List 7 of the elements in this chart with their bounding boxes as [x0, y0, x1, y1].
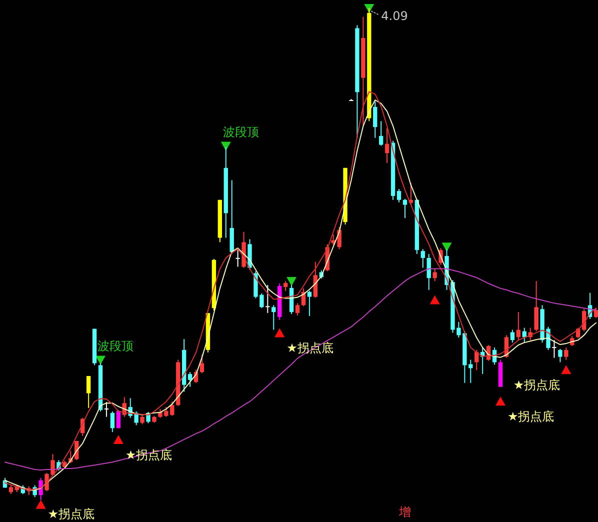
text: 增	[398, 505, 411, 519]
annotation: 4.09	[381, 9, 408, 23]
series-label: 波段顶	[98, 338, 134, 353]
text: 波段顶	[222, 124, 259, 139]
text: ★拐点底	[513, 378, 560, 392]
series-label: ★拐点底	[48, 507, 95, 521]
text: ★拐点底	[507, 410, 554, 424]
